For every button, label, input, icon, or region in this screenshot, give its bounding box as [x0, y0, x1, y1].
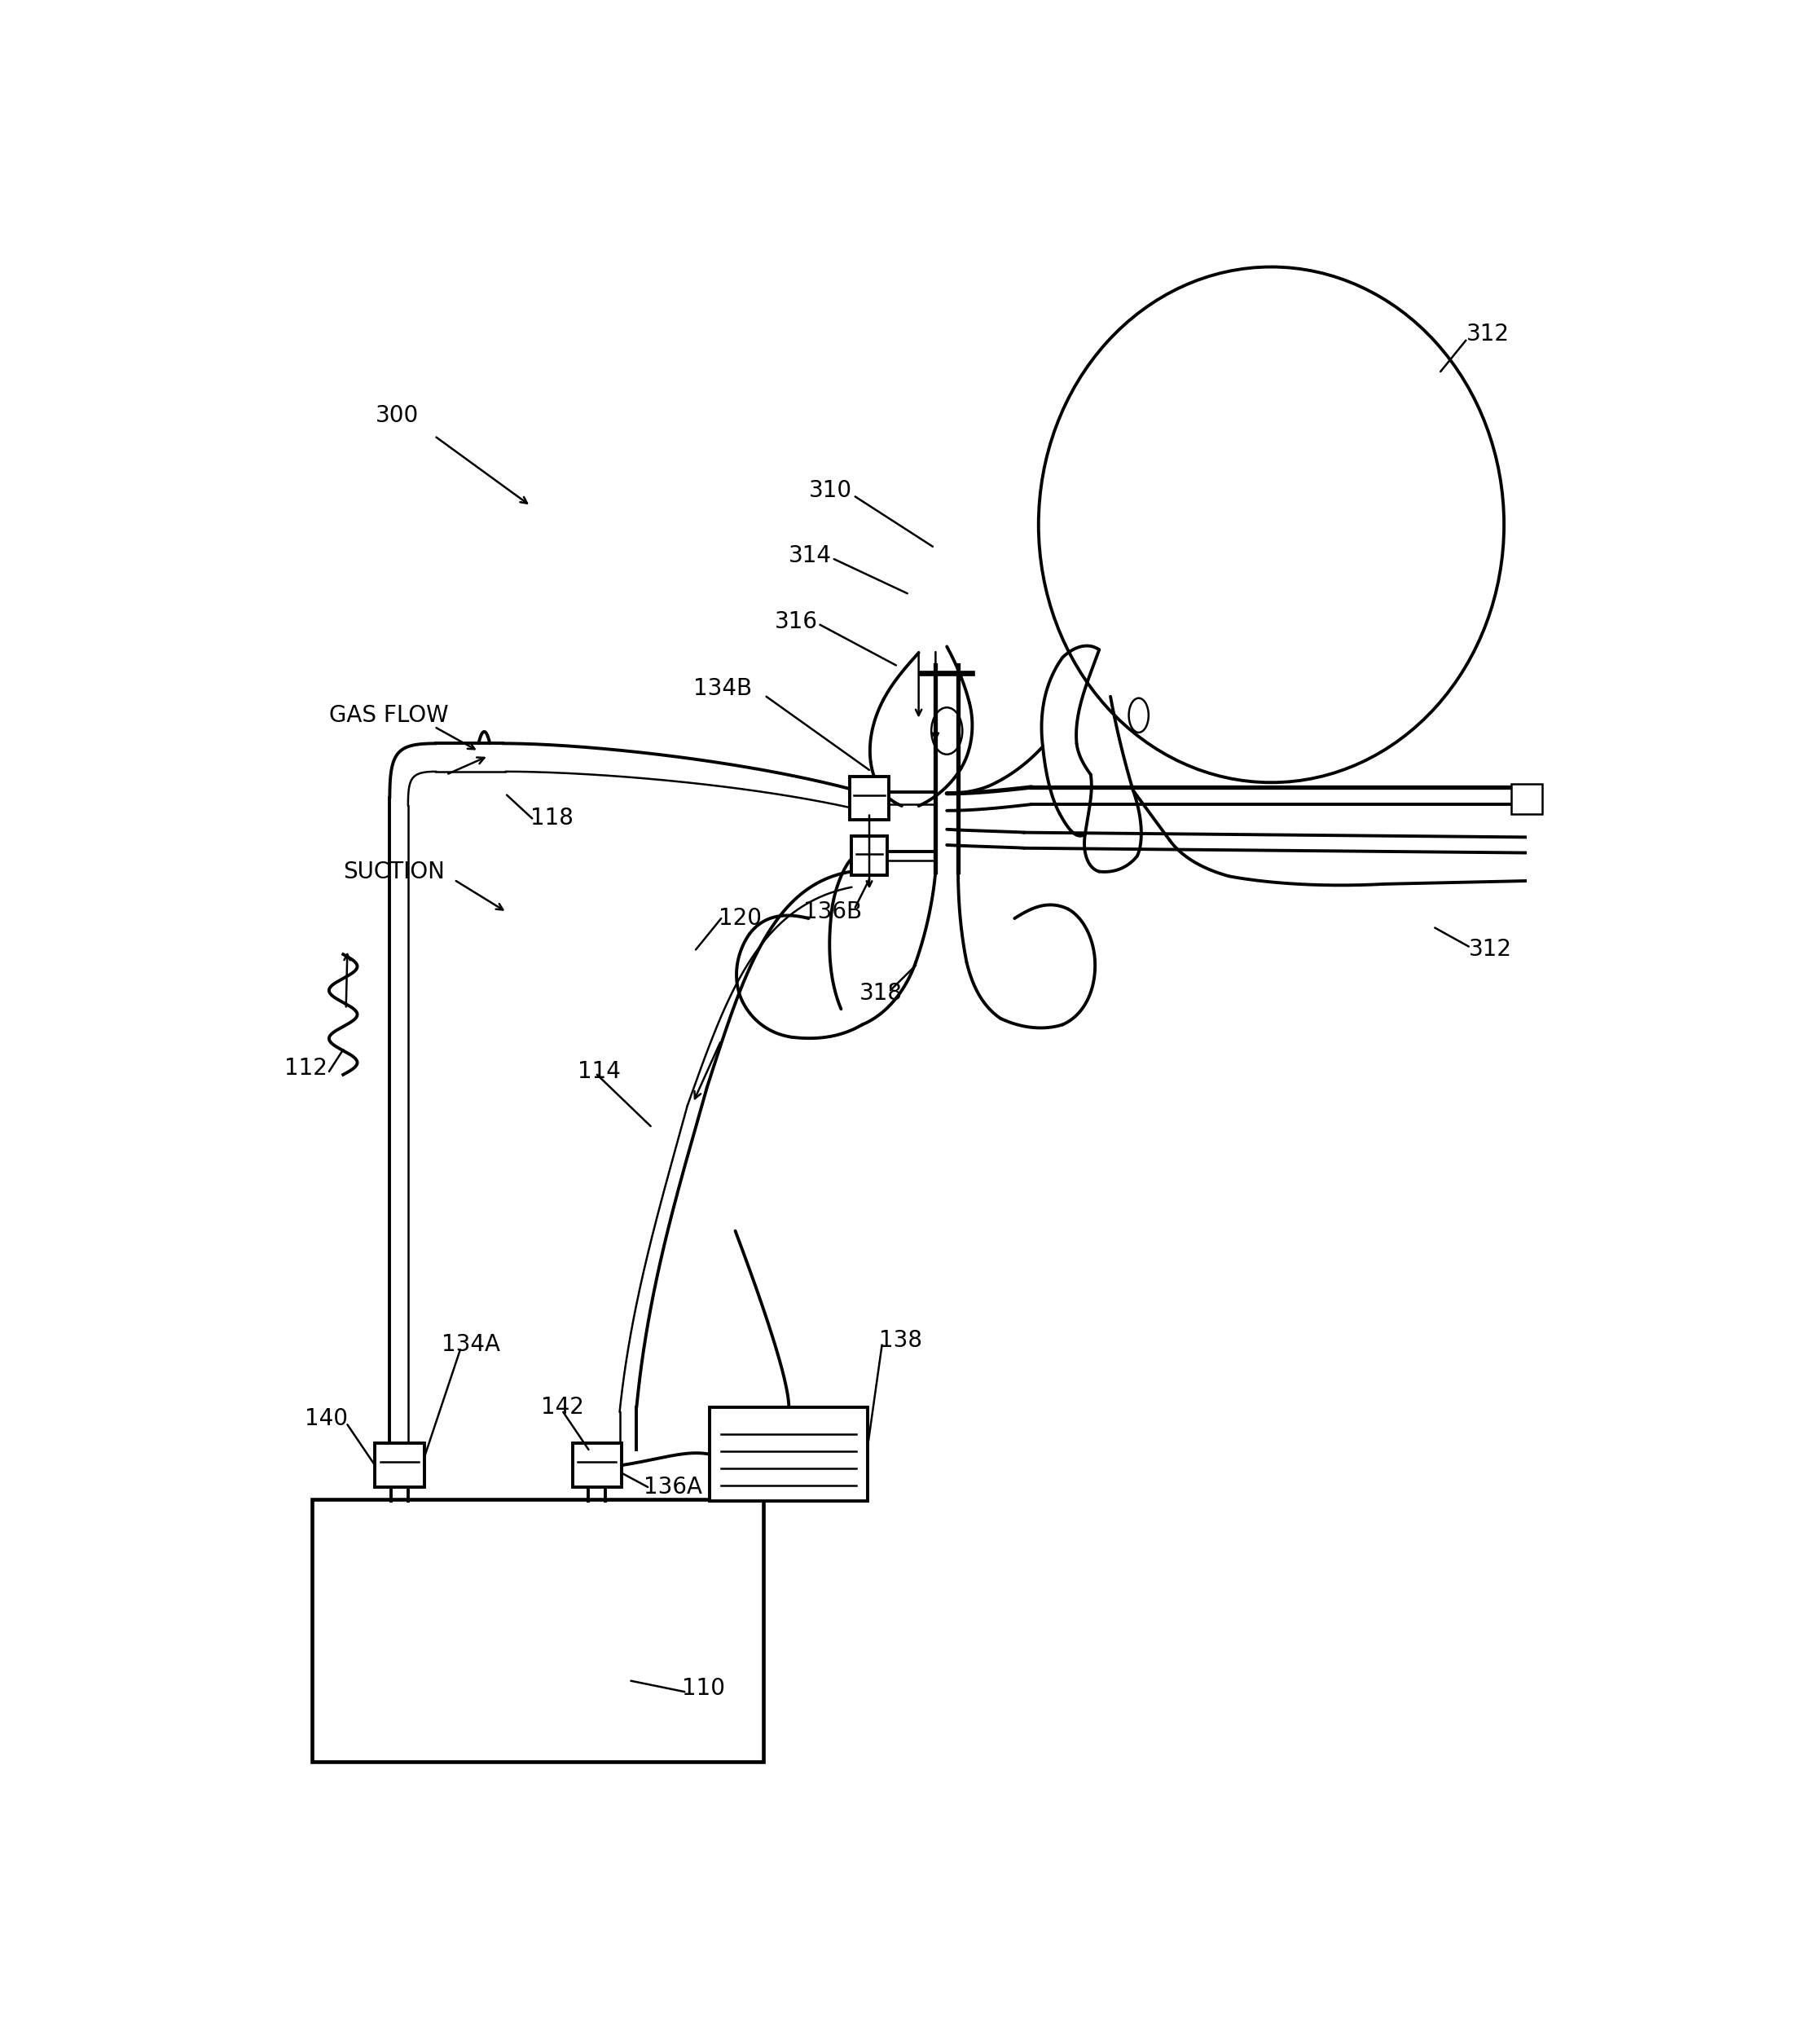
- Text: 134B: 134B: [693, 678, 752, 700]
- Bar: [375, 1443, 424, 1487]
- Bar: [710, 1408, 868, 1501]
- Text: 120: 120: [719, 907, 761, 929]
- Text: 310: 310: [808, 479, 852, 501]
- Text: 134A: 134A: [442, 1333, 501, 1355]
- Text: 318: 318: [859, 982, 903, 1004]
- Bar: [1511, 783, 1542, 814]
- Text: 110: 110: [682, 1678, 724, 1700]
- FancyBboxPatch shape: [852, 836, 886, 874]
- Bar: [571, 1443, 622, 1487]
- Text: 300: 300: [375, 404, 419, 426]
- Text: 314: 314: [788, 544, 832, 568]
- Text: 312: 312: [1465, 323, 1509, 345]
- Text: SUCTION: SUCTION: [344, 860, 444, 883]
- Text: 118: 118: [531, 808, 573, 830]
- Text: 316: 316: [775, 611, 817, 633]
- FancyBboxPatch shape: [850, 777, 888, 820]
- Text: GAS FLOW: GAS FLOW: [329, 704, 448, 726]
- Text: 114: 114: [577, 1059, 621, 1083]
- Text: 142: 142: [541, 1396, 584, 1418]
- Text: 136A: 136A: [644, 1475, 703, 1499]
- Text: 312: 312: [1469, 937, 1512, 962]
- Text: 138: 138: [879, 1329, 923, 1351]
- Text: 136B: 136B: [803, 901, 861, 923]
- Text: 112: 112: [284, 1057, 328, 1079]
- Text: 140: 140: [306, 1406, 348, 1430]
- Bar: [313, 1499, 764, 1761]
